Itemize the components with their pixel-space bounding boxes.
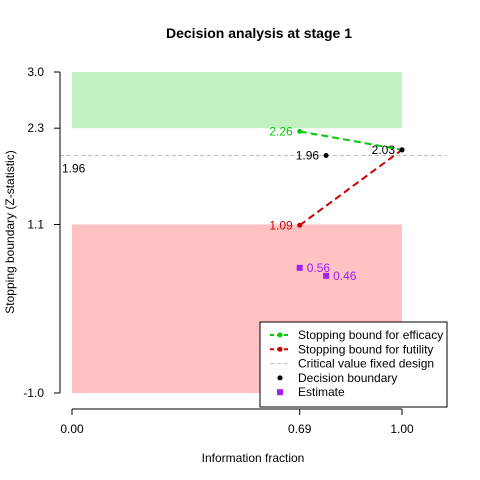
- y-axis-label: Stopping boundary (Z-statistic): [3, 150, 17, 313]
- x-tick-label: 0.00: [60, 422, 84, 436]
- y-tick-label: 3.0: [27, 65, 44, 79]
- x-axis-label: Information fraction: [202, 451, 305, 465]
- decision-boundary-point: [323, 152, 329, 158]
- futility-bound-line: [299, 149, 403, 227]
- legend-entry-label: Decision boundary: [298, 371, 397, 385]
- legend-entry-label: Stopping bound for futility: [298, 342, 433, 356]
- futility-bound-point: [297, 222, 303, 228]
- estimate-label: 0.46: [333, 269, 357, 283]
- x-tick-label: 0.69: [288, 422, 312, 436]
- legend-square-key: [277, 389, 283, 396]
- decision-boundary-label: 1.96: [296, 148, 320, 162]
- estimate-label: 0.56: [307, 261, 331, 275]
- decision-boundary-point: [399, 147, 405, 153]
- legend-dot-key: [277, 332, 283, 338]
- efficacy-bound-label: 2.26: [269, 124, 293, 138]
- estimate-point: [296, 264, 303, 271]
- legend-dot-key: [277, 375, 283, 381]
- critical-value-label: 1.96: [62, 161, 86, 175]
- y-tick-label: 2.3: [27, 121, 44, 135]
- chart-title: Decision analysis at stage 1: [166, 25, 352, 41]
- legend-entry-label: Estimate: [298, 385, 345, 399]
- legend-dot-key: [277, 346, 283, 352]
- futility-bound-label: 1.09: [269, 218, 293, 232]
- x-tick-label: 1.00: [390, 422, 414, 436]
- y-tick-label: 1.1: [27, 217, 44, 231]
- legend-box: [259, 321, 448, 408]
- efficacy-region: [72, 72, 402, 129]
- legend-entry-label: Stopping bound for efficacy: [298, 328, 443, 342]
- efficacy-bound-point: [297, 128, 303, 134]
- decision-boundary-label: 2.03: [372, 143, 396, 157]
- legend-entry-label: Critical value fixed design: [298, 357, 434, 371]
- y-tick-label: -1.0: [23, 386, 44, 400]
- estimate-point: [323, 272, 330, 279]
- plot-area: 1.96 -1.0 1.1 2.3 3.0 0.00 0.69 1.00 2.26 1.09 1.9…: [23, 65, 448, 436]
- efficacy-bound-line: [299, 130, 403, 151]
